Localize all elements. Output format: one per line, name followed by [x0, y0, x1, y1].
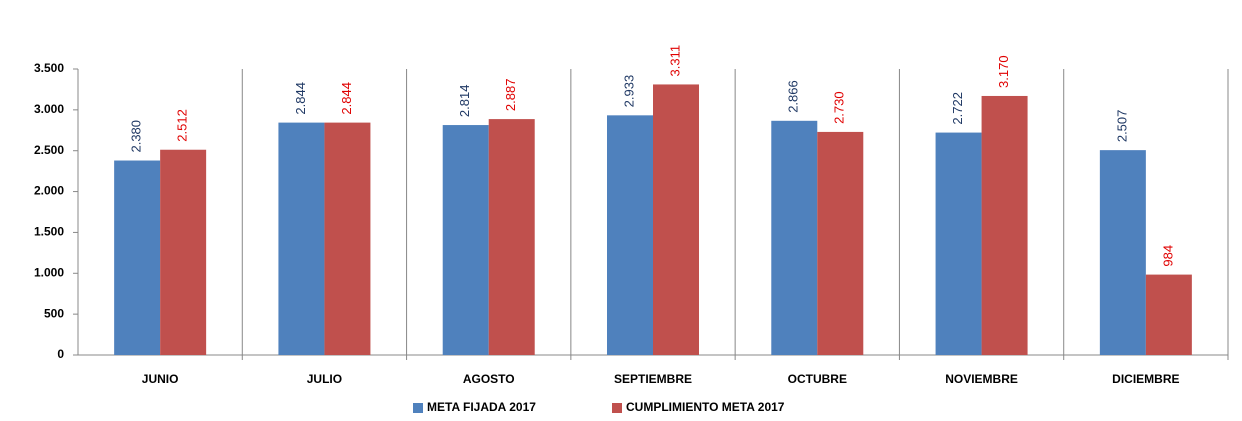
bar — [653, 84, 699, 355]
bar — [817, 131, 864, 355]
x-tick-label: OCTUBRE — [788, 372, 847, 386]
value-label: 2.844 — [339, 82, 354, 115]
bar — [935, 132, 982, 355]
x-tick-label: SEPTIEMBRE — [614, 372, 692, 386]
value-label: 984 — [1160, 245, 1175, 267]
value-label: 2.887 — [503, 79, 518, 112]
bar — [278, 122, 325, 355]
bar — [488, 119, 535, 356]
value-label: 2.933 — [621, 75, 636, 108]
x-tick-label: NOVIEMBRE — [945, 372, 1018, 386]
value-label: 2.380 — [129, 120, 144, 153]
bar — [771, 120, 818, 355]
x-tick-label: DICIEMBRE — [1112, 372, 1179, 386]
y-tick-label: 0 — [57, 347, 64, 361]
bar — [607, 115, 653, 355]
value-label: 2.814 — [457, 85, 472, 118]
value-label: 2.722 — [950, 92, 965, 125]
bar — [1145, 274, 1192, 355]
legend-swatch — [413, 403, 423, 413]
bar — [114, 160, 161, 355]
x-tick-label: JULIO — [307, 372, 342, 386]
y-tick-label: 3.000 — [34, 102, 64, 116]
bar — [981, 95, 1028, 356]
y-tick-label: 2.000 — [34, 184, 64, 198]
y-tick-label: 1.000 — [34, 265, 64, 279]
x-tick-label: AGOSTO — [463, 372, 515, 386]
value-label: 2.507 — [1114, 110, 1129, 143]
value-label: 2.866 — [786, 80, 801, 113]
value-label: 3.170 — [996, 55, 1011, 88]
legend-label: META FIJADA 2017 — [427, 400, 536, 414]
y-tick-label: 500 — [44, 306, 64, 320]
bar — [442, 125, 489, 355]
y-tick-label: 3.500 — [34, 61, 64, 75]
bar — [1099, 150, 1146, 355]
bar — [324, 122, 371, 355]
value-label: 2.844 — [293, 82, 308, 115]
value-label: 2.512 — [175, 109, 190, 142]
bar — [160, 149, 207, 355]
x-tick-label: JUNIO — [142, 372, 179, 386]
y-tick-label: 1.500 — [34, 225, 64, 239]
y-tick-label: 2.500 — [34, 143, 64, 157]
legend-swatch — [612, 403, 622, 413]
value-label: 3.311 — [667, 45, 682, 77]
value-label: 2.730 — [832, 91, 847, 124]
legend-label: CUMPLIMIENTO META 2017 — [626, 400, 785, 414]
